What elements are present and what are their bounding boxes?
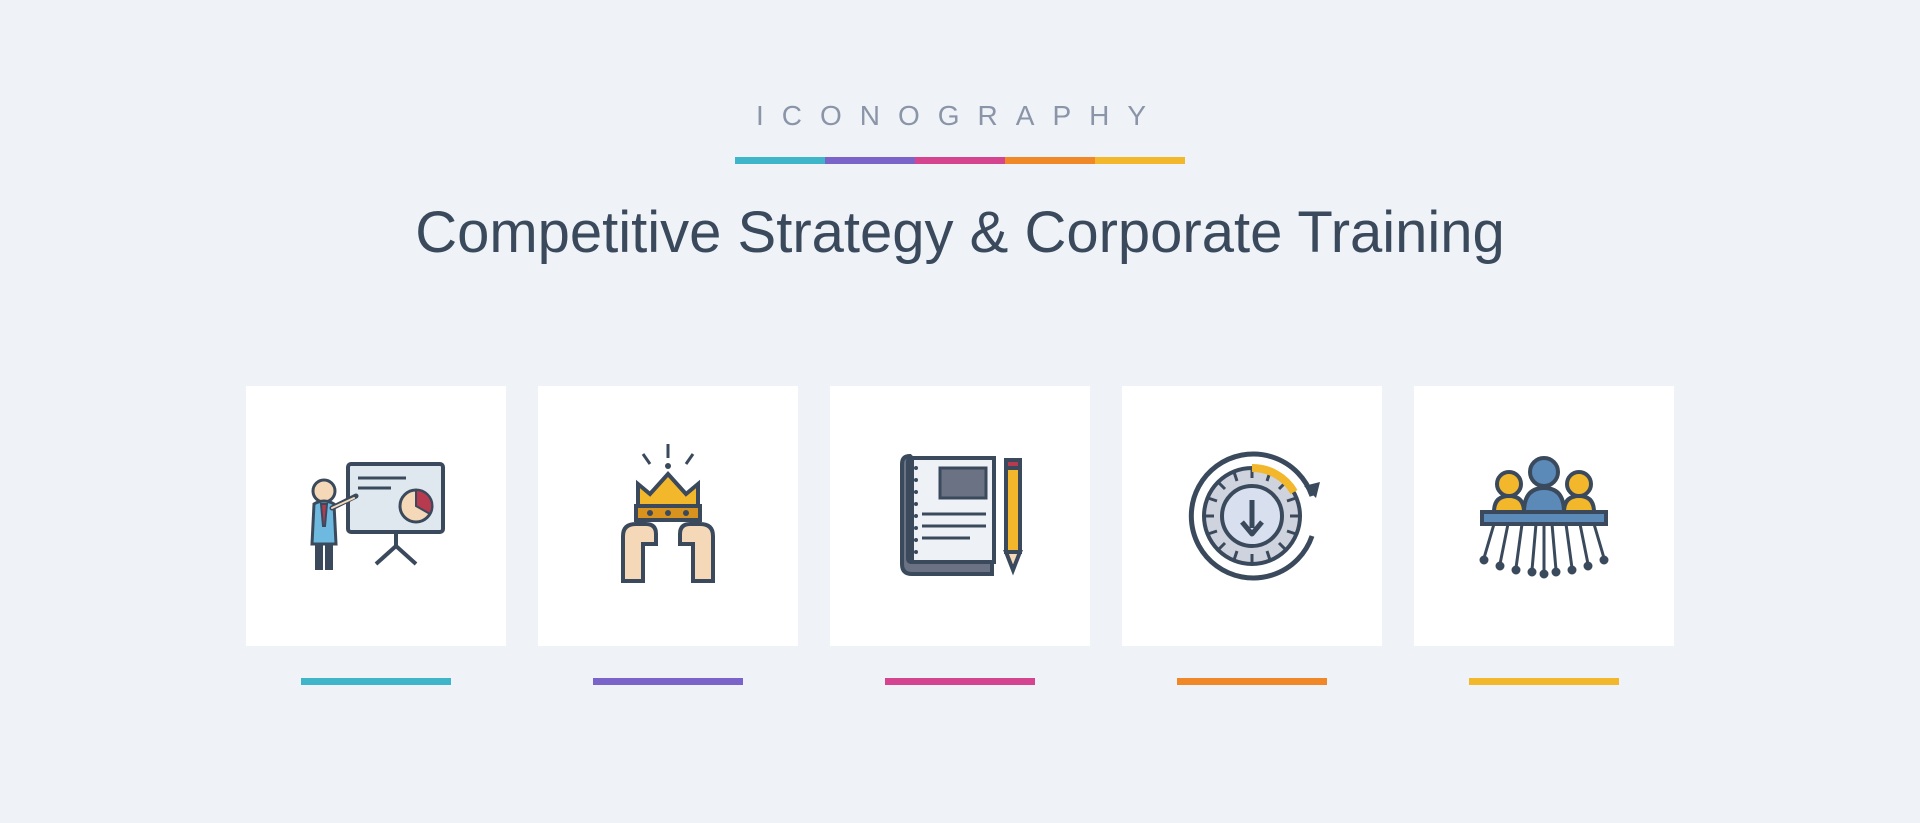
- page-title: Competitive Strategy & Corporate Trainin…: [415, 199, 1505, 266]
- color-bar-2: [825, 157, 915, 164]
- icon-card-presentation: [246, 386, 506, 685]
- icon-card-crown: [538, 386, 798, 685]
- icon-underline-2: [593, 678, 743, 685]
- icon-card-dial: [1122, 386, 1382, 685]
- header-label: ICONOGRAPHY: [756, 100, 1164, 132]
- color-bar-3: [915, 157, 1005, 164]
- color-bars: [735, 157, 1185, 164]
- icons-row: [246, 386, 1674, 685]
- color-bar-4: [1005, 157, 1095, 164]
- icon-underline-1: [301, 678, 451, 685]
- icon-underline-5: [1469, 678, 1619, 685]
- icon-card-team: [1414, 386, 1674, 685]
- icon-box: [1122, 386, 1382, 646]
- icon-box: [1414, 386, 1674, 646]
- team-network-icon: [1464, 436, 1624, 596]
- icon-box: [830, 386, 1090, 646]
- presentation-icon: [296, 436, 456, 596]
- icon-box: [538, 386, 798, 646]
- color-bar-5: [1095, 157, 1185, 164]
- book-pencil-icon: [880, 436, 1040, 596]
- icon-box: [246, 386, 506, 646]
- crown-hands-icon: [588, 436, 748, 596]
- dial-download-icon: [1172, 436, 1332, 596]
- icon-underline-4: [1177, 678, 1327, 685]
- icon-underline-3: [885, 678, 1035, 685]
- icon-card-book: [830, 386, 1090, 685]
- color-bar-1: [735, 157, 825, 164]
